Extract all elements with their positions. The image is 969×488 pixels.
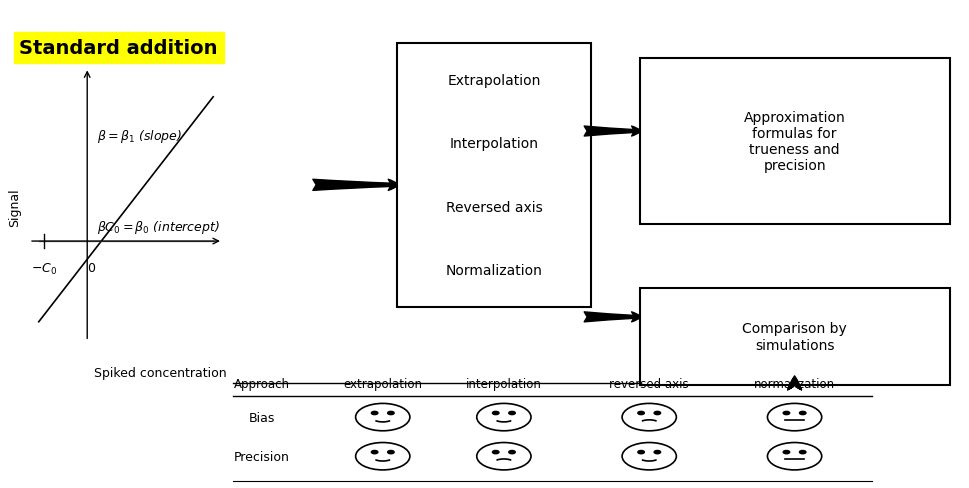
- Text: $-C_0$: $-C_0$: [30, 261, 57, 276]
- Circle shape: [371, 411, 378, 415]
- Circle shape: [509, 450, 516, 454]
- Text: $\beta = \beta_1$ (slope): $\beta = \beta_1$ (slope): [97, 128, 182, 145]
- Text: Reversed axis: Reversed axis: [446, 201, 543, 214]
- Text: interpolation: interpolation: [466, 377, 542, 390]
- Circle shape: [492, 450, 499, 454]
- Text: Bias: Bias: [248, 411, 275, 424]
- Circle shape: [654, 411, 661, 415]
- Text: reversed axis: reversed axis: [610, 377, 689, 390]
- Text: $0$: $0$: [87, 261, 97, 274]
- Text: Approach: Approach: [234, 377, 290, 390]
- Text: Spiked concentration: Spiked concentration: [94, 366, 226, 379]
- Circle shape: [783, 411, 790, 415]
- Circle shape: [638, 450, 644, 454]
- Text: Comparison by
simulations: Comparison by simulations: [742, 322, 847, 352]
- Text: Normalization: Normalization: [446, 264, 543, 278]
- FancyBboxPatch shape: [640, 59, 950, 224]
- Circle shape: [783, 450, 790, 454]
- Circle shape: [799, 450, 806, 454]
- FancyBboxPatch shape: [640, 288, 950, 386]
- FancyBboxPatch shape: [397, 44, 591, 307]
- Circle shape: [638, 411, 644, 415]
- Text: $\beta C_0 = \beta_0$ (intercept): $\beta C_0 = \beta_0$ (intercept): [97, 219, 220, 235]
- Circle shape: [509, 411, 516, 415]
- Circle shape: [371, 450, 378, 454]
- Circle shape: [654, 450, 661, 454]
- Text: Extrapolation: Extrapolation: [448, 74, 541, 87]
- Circle shape: [799, 411, 806, 415]
- Text: Standard addition: Standard addition: [19, 39, 218, 58]
- Text: Signal: Signal: [8, 188, 21, 226]
- Text: Approximation
formulas for
trueness and
precision: Approximation formulas for trueness and …: [743, 110, 846, 173]
- Text: Interpolation: Interpolation: [450, 137, 539, 151]
- Text: normalization: normalization: [754, 377, 835, 390]
- Circle shape: [388, 411, 394, 415]
- Circle shape: [492, 411, 499, 415]
- Text: extrapolation: extrapolation: [343, 377, 422, 390]
- Text: Precision: Precision: [234, 450, 290, 463]
- Circle shape: [388, 450, 394, 454]
